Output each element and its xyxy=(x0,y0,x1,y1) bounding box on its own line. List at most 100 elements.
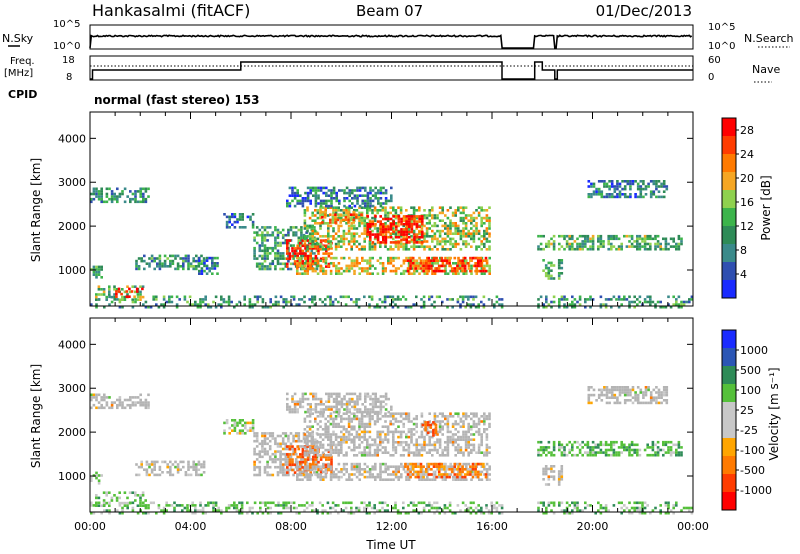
echo-cell xyxy=(349,218,353,222)
echo-cell xyxy=(573,303,577,306)
echo-cell xyxy=(314,262,317,265)
echo-cell xyxy=(323,213,327,216)
echo-cell xyxy=(636,443,639,447)
echo-cell xyxy=(343,395,346,398)
echo-cell xyxy=(410,228,414,231)
echo-cell xyxy=(363,240,366,243)
echo-cell xyxy=(200,473,203,477)
echo-cell xyxy=(552,440,556,444)
echo-cell xyxy=(434,423,438,427)
echo-cell xyxy=(214,305,218,309)
echo-cell xyxy=(423,470,426,474)
echo-cell xyxy=(303,438,307,441)
echo-cell xyxy=(330,460,333,464)
echo-cell xyxy=(377,400,380,403)
echo-cell xyxy=(324,240,327,243)
echo-cell xyxy=(413,267,416,270)
echo-cell xyxy=(266,463,269,466)
echo-cell xyxy=(667,295,670,299)
echo-cell xyxy=(316,272,320,275)
echo-cell xyxy=(421,235,424,239)
echo-cell xyxy=(266,473,269,477)
echo-cell xyxy=(187,463,190,466)
echo-cell xyxy=(195,463,198,466)
echo-cell xyxy=(187,267,190,271)
echo-cell xyxy=(276,442,280,446)
echo-cell xyxy=(475,412,478,415)
echo-cell xyxy=(274,252,277,255)
echo-cell xyxy=(636,237,639,241)
echo-cell xyxy=(408,217,411,221)
echo-cell xyxy=(402,235,405,238)
echo-cell xyxy=(251,213,255,216)
echo-cell xyxy=(433,222,437,225)
echo-cell xyxy=(651,448,655,452)
echo-cell xyxy=(545,453,548,457)
echo-cell xyxy=(292,437,295,440)
echo-cell xyxy=(476,269,480,273)
echo-cell xyxy=(373,209,377,212)
echo-cell xyxy=(397,242,400,246)
echo-cell xyxy=(405,441,408,444)
echo-cell xyxy=(467,303,470,306)
echo-cell xyxy=(392,248,395,251)
echo-cell xyxy=(276,236,280,240)
echo-cell xyxy=(636,240,639,243)
echo-cell xyxy=(675,303,678,306)
echo-cell xyxy=(474,468,477,471)
echo-cell xyxy=(243,295,246,299)
echo-cell xyxy=(571,448,574,452)
echo-cell xyxy=(384,425,387,428)
echo-cell xyxy=(244,426,247,430)
echo-cell xyxy=(451,222,455,225)
echo-cell xyxy=(459,305,462,309)
freq-tick-bottom: 8 xyxy=(66,72,72,83)
echo-cell xyxy=(604,440,608,444)
echo-cell xyxy=(389,412,392,415)
echo-cell xyxy=(249,218,252,221)
echo-cell xyxy=(332,451,335,454)
echo-cell xyxy=(202,257,206,260)
echo-cell xyxy=(358,189,362,192)
echo-cell xyxy=(343,191,346,195)
echo-cell xyxy=(350,237,353,241)
echo-cell xyxy=(303,465,307,468)
echo-cell xyxy=(459,425,463,428)
echo-cell xyxy=(368,468,372,471)
echo-cell xyxy=(348,478,351,481)
echo-cell xyxy=(337,242,340,246)
echo-cell xyxy=(150,468,154,471)
echo-cell xyxy=(469,473,472,476)
echo-cell xyxy=(299,252,302,255)
echo-cell xyxy=(420,242,424,246)
echo-cell xyxy=(438,295,441,299)
echo-cell xyxy=(153,468,156,471)
echo-cell xyxy=(136,200,140,204)
echo-cell xyxy=(342,218,345,222)
echo-cell xyxy=(304,252,307,255)
echo-cell xyxy=(182,460,185,464)
echo-cell xyxy=(335,405,338,409)
echo-cell xyxy=(476,262,480,265)
echo-cell xyxy=(488,468,491,471)
echo-cell xyxy=(415,415,418,418)
echo-cell xyxy=(423,214,426,217)
echo-cell xyxy=(337,462,341,466)
echo-cell xyxy=(467,428,470,431)
echo-cell xyxy=(669,451,673,454)
echo-cell xyxy=(469,269,472,273)
echo-cell xyxy=(277,303,280,306)
echo-cell xyxy=(337,216,340,220)
echo-cell xyxy=(353,392,357,396)
echo-cell xyxy=(381,272,385,275)
echo-cell xyxy=(428,245,431,248)
echo-cell xyxy=(246,429,250,432)
echo-cell xyxy=(410,433,413,436)
echo-cell xyxy=(610,182,614,186)
echo-cell xyxy=(404,462,407,466)
echo-cell xyxy=(400,475,403,479)
echo-cell xyxy=(153,473,156,477)
echo-cell xyxy=(327,425,330,428)
echo-cell xyxy=(102,293,106,296)
echo-cell xyxy=(599,440,603,444)
